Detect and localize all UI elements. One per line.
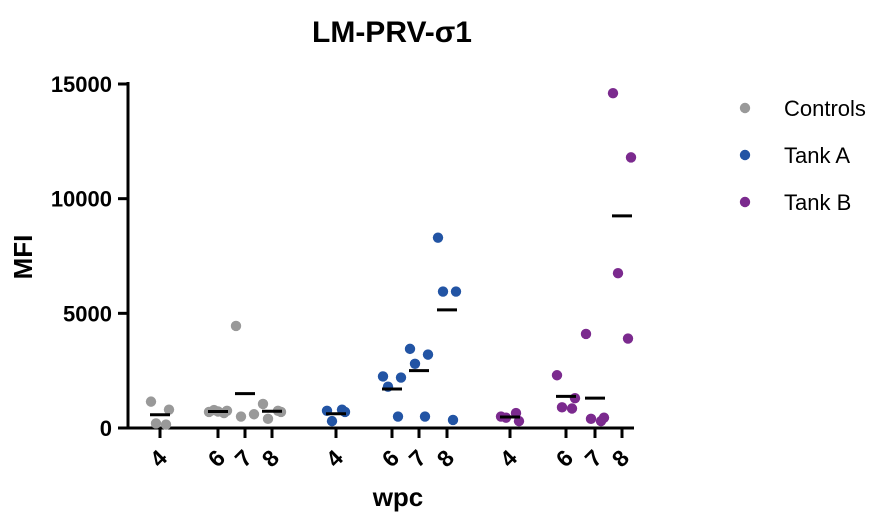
legend-marker xyxy=(739,196,751,208)
data-point xyxy=(160,419,172,430)
data-point xyxy=(326,415,338,427)
x-tick-label: 6 xyxy=(203,445,230,472)
y-tick-label: 5000 xyxy=(63,301,112,326)
x-tick-label: 7 xyxy=(404,445,431,472)
data-point xyxy=(450,286,462,297)
data-point xyxy=(257,398,269,410)
x-tick-label: 7 xyxy=(230,445,257,472)
data-point xyxy=(409,358,421,369)
data-point xyxy=(262,413,274,425)
data-point xyxy=(145,396,157,407)
x-tick-label: 6 xyxy=(551,445,578,472)
legend-marker xyxy=(739,149,751,161)
data-point xyxy=(556,402,568,413)
data-point xyxy=(419,411,431,422)
y-tick-label: 15000 xyxy=(51,72,112,97)
data-point xyxy=(230,320,242,332)
x-tick-label: 7 xyxy=(580,445,607,472)
y-tick-label: 10000 xyxy=(51,187,112,212)
x-axis-label: wpc xyxy=(372,482,424,512)
data-point xyxy=(569,392,581,404)
data-point xyxy=(377,371,389,382)
legend-label: Tank B xyxy=(784,190,851,215)
data-point xyxy=(392,411,404,422)
x-tick-label: 4 xyxy=(321,444,349,472)
chart-title: LM-PRV-σ1 xyxy=(312,16,472,49)
x-tick-label: 4 xyxy=(145,444,173,472)
y-axis-label: MFI xyxy=(8,235,38,280)
x-tick-label: 8 xyxy=(257,444,285,472)
legend: Controls Tank A Tank B xyxy=(739,96,866,215)
data-point xyxy=(612,268,624,279)
data-point xyxy=(163,404,175,415)
data-point xyxy=(566,403,578,414)
data-point xyxy=(248,409,260,420)
x-tick-label: 4 xyxy=(495,444,523,472)
data-point xyxy=(580,328,592,340)
data-point xyxy=(585,413,597,425)
data-point xyxy=(432,232,444,243)
legend-marker xyxy=(739,102,751,114)
data-point xyxy=(404,343,416,355)
legend-label: Controls xyxy=(784,96,866,121)
data-point xyxy=(336,404,348,415)
data-point xyxy=(235,411,247,422)
data-point xyxy=(513,415,525,427)
data-marks xyxy=(145,87,637,430)
data-point xyxy=(437,286,449,297)
x-tick-label: 8 xyxy=(432,444,460,472)
x-tick-label: 8 xyxy=(607,444,635,472)
data-point xyxy=(622,333,634,344)
data-point xyxy=(551,370,563,381)
data-point xyxy=(607,87,619,99)
data-point xyxy=(447,414,459,426)
data-point xyxy=(150,418,162,429)
legend-label: Tank A xyxy=(784,143,850,168)
data-point xyxy=(422,349,434,360)
data-point xyxy=(395,372,407,383)
data-point xyxy=(625,152,637,163)
data-point xyxy=(595,415,607,427)
y-tick-label: 0 xyxy=(100,416,112,441)
x-tick-label: 6 xyxy=(377,445,404,472)
